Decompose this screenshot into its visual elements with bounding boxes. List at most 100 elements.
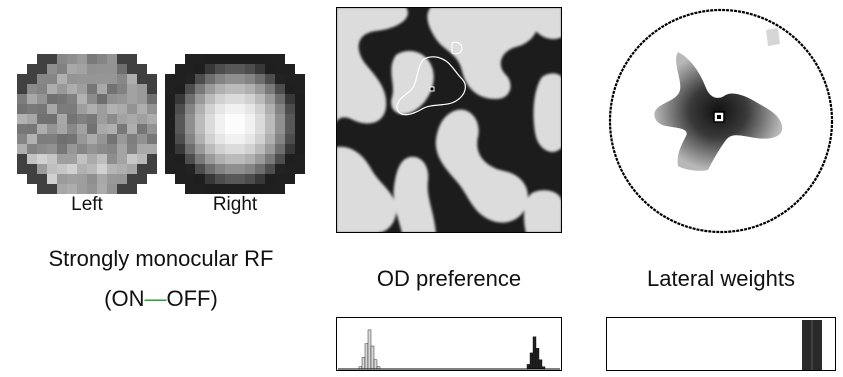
rf-pixel bbox=[67, 94, 77, 104]
rf-edge-pixel bbox=[137, 74, 147, 84]
rf-pixel bbox=[107, 134, 117, 144]
rf-pixel bbox=[47, 104, 57, 114]
rf-pixel bbox=[275, 84, 285, 94]
rf-pixel bbox=[185, 74, 195, 84]
rf-pixel bbox=[67, 84, 77, 94]
rf-pixel bbox=[225, 174, 235, 184]
rf-pixel bbox=[215, 84, 225, 94]
rf-pixel bbox=[175, 134, 185, 144]
rf-pixel bbox=[215, 184, 225, 194]
rf-pixel bbox=[77, 104, 87, 114]
left-rf-pixel-disc bbox=[17, 54, 157, 194]
caption-on: (ON bbox=[104, 286, 145, 311]
rf-pixel bbox=[225, 54, 235, 64]
rf-pixel bbox=[225, 114, 235, 124]
od-histogram-bar-dark bbox=[538, 359, 543, 370]
rf-pixel bbox=[295, 104, 305, 114]
rf-pixel bbox=[37, 104, 47, 114]
rf-pixel bbox=[265, 174, 275, 184]
rf-pixel bbox=[255, 184, 265, 194]
lateral-histogram-frame bbox=[606, 317, 836, 371]
od-histogram-bar-light bbox=[367, 329, 372, 370]
rf-pixel bbox=[67, 184, 77, 194]
rf-pixel bbox=[255, 134, 265, 144]
rf-edge-pixel bbox=[185, 184, 195, 194]
rf-edge-pixel bbox=[285, 74, 295, 84]
rf-pixel bbox=[117, 144, 127, 154]
rf-edge-pixel bbox=[175, 174, 185, 184]
rf-pixel bbox=[117, 64, 127, 74]
rf-pixel bbox=[77, 164, 87, 174]
rf-pixel bbox=[137, 154, 147, 164]
rf-pixel bbox=[127, 84, 137, 94]
od-map-frame bbox=[336, 7, 562, 233]
rf-pixel bbox=[127, 104, 137, 114]
rf-pixel bbox=[255, 84, 265, 94]
rf-pixel bbox=[265, 134, 275, 144]
rf-pixel bbox=[285, 84, 295, 94]
rf-pixel bbox=[107, 114, 117, 124]
rf-pixel bbox=[255, 154, 265, 164]
rf-pixel bbox=[265, 114, 275, 124]
rf-pixel bbox=[235, 84, 245, 94]
rf-pixel bbox=[185, 124, 195, 134]
rf-pixel bbox=[127, 94, 137, 104]
rf-pixel bbox=[117, 84, 127, 94]
rf-pixel bbox=[87, 94, 97, 104]
rf-pixel bbox=[77, 94, 87, 104]
rf-edge-pixel bbox=[175, 74, 185, 84]
rf-pixel bbox=[47, 134, 57, 144]
rf-pixel bbox=[147, 134, 157, 144]
lateral-histogram bbox=[606, 317, 836, 371]
rf-edge-pixel bbox=[285, 164, 295, 174]
rf-pixel bbox=[87, 84, 97, 94]
rf-pixel bbox=[285, 114, 295, 124]
lateral-center-dot bbox=[717, 115, 721, 119]
rf-pixel bbox=[77, 174, 87, 184]
rf-pixel bbox=[67, 74, 77, 84]
rf-pixel bbox=[235, 164, 245, 174]
rf-edge-pixel bbox=[165, 74, 175, 84]
rf-pixel bbox=[117, 164, 127, 174]
rf-edge-pixel bbox=[27, 164, 37, 174]
caption-dash: — bbox=[144, 286, 167, 311]
rf-pixel bbox=[97, 84, 107, 94]
rf-pixel bbox=[185, 114, 195, 124]
od-contour-line bbox=[396, 56, 466, 116]
rf-pixel bbox=[47, 64, 57, 74]
rf-edge-pixel bbox=[147, 164, 157, 174]
rf-edge-pixel bbox=[265, 184, 275, 194]
rf-pixel bbox=[67, 124, 77, 134]
rf-pixel bbox=[245, 184, 255, 194]
rf-pixel bbox=[87, 134, 97, 144]
rf-pixel bbox=[77, 134, 87, 144]
rf-pixel bbox=[205, 74, 215, 84]
rf-pixel bbox=[245, 84, 255, 94]
rf-pixel bbox=[137, 144, 147, 154]
od-histogram-bar-light bbox=[364, 343, 369, 370]
rf-pixel bbox=[185, 134, 195, 144]
rf-pixel bbox=[27, 144, 37, 154]
rf-edge-pixel bbox=[37, 174, 47, 184]
rf-pixel bbox=[285, 154, 295, 164]
rf-pixel bbox=[147, 124, 157, 134]
rf-edge-pixel bbox=[127, 174, 137, 184]
rf-pixel bbox=[175, 114, 185, 124]
rf-pixel bbox=[175, 84, 185, 94]
rf-pixel bbox=[107, 174, 117, 184]
rf-pixel bbox=[265, 124, 275, 134]
rf-pixel bbox=[47, 124, 57, 134]
rf-pixel bbox=[77, 84, 87, 94]
rf-pixel bbox=[165, 144, 175, 154]
rf-pixel bbox=[37, 154, 47, 164]
rf-pixel bbox=[185, 104, 195, 114]
rf-edge-pixel bbox=[17, 74, 27, 84]
rf-pixel bbox=[57, 134, 67, 144]
lateral-weights-svg bbox=[608, 8, 834, 234]
rf-edge-pixel bbox=[165, 84, 175, 94]
rf-pixel bbox=[195, 164, 205, 174]
rf-pixel bbox=[235, 64, 245, 74]
rf-pixel bbox=[77, 184, 87, 194]
od-histogram-svg bbox=[336, 317, 562, 371]
rf-pixel bbox=[147, 144, 157, 154]
